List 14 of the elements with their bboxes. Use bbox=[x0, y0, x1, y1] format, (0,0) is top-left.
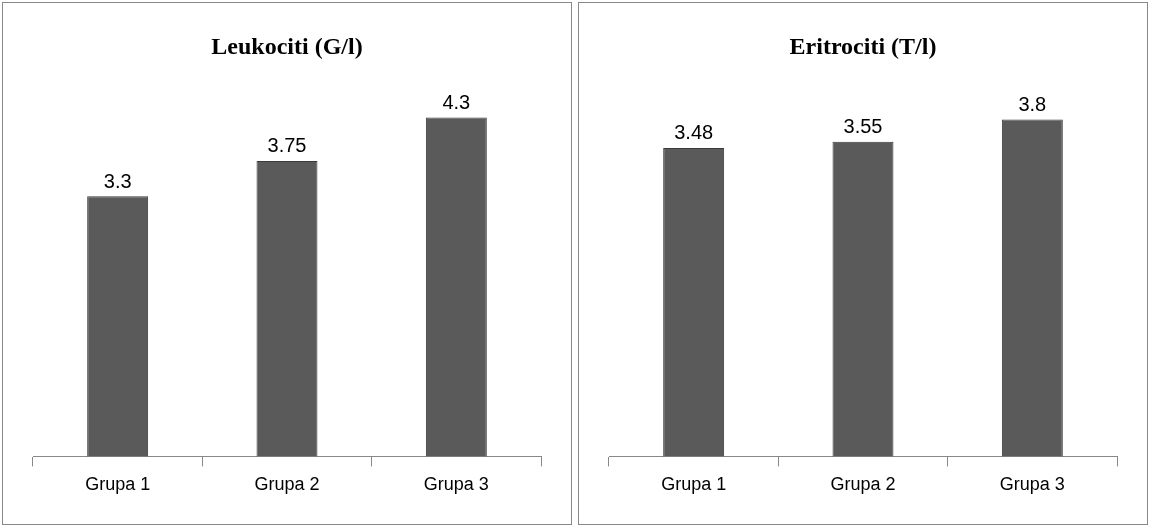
data-label: 3.8 bbox=[1018, 93, 1047, 116]
data-label: 3.55 bbox=[843, 115, 883, 138]
x-tick-label: Grupa 1 bbox=[85, 474, 151, 495]
x-tick-label: Grupa 2 bbox=[254, 474, 320, 495]
data-label: 4.3 bbox=[442, 91, 471, 114]
x-tick-label: Grupa 2 bbox=[830, 474, 896, 495]
data-label: 3.48 bbox=[674, 121, 714, 144]
chart-title: Leukociti (G/l) bbox=[211, 32, 363, 59]
x-tick-label: Grupa 3 bbox=[423, 474, 489, 495]
data-label: 3.3 bbox=[103, 169, 132, 192]
data-label: 3.75 bbox=[267, 134, 307, 157]
x-tick-label: Grupa 1 bbox=[661, 474, 727, 495]
chart-title: Eritrociti (T/l) bbox=[789, 32, 937, 59]
x-tick-label: Grupa 3 bbox=[999, 474, 1065, 495]
